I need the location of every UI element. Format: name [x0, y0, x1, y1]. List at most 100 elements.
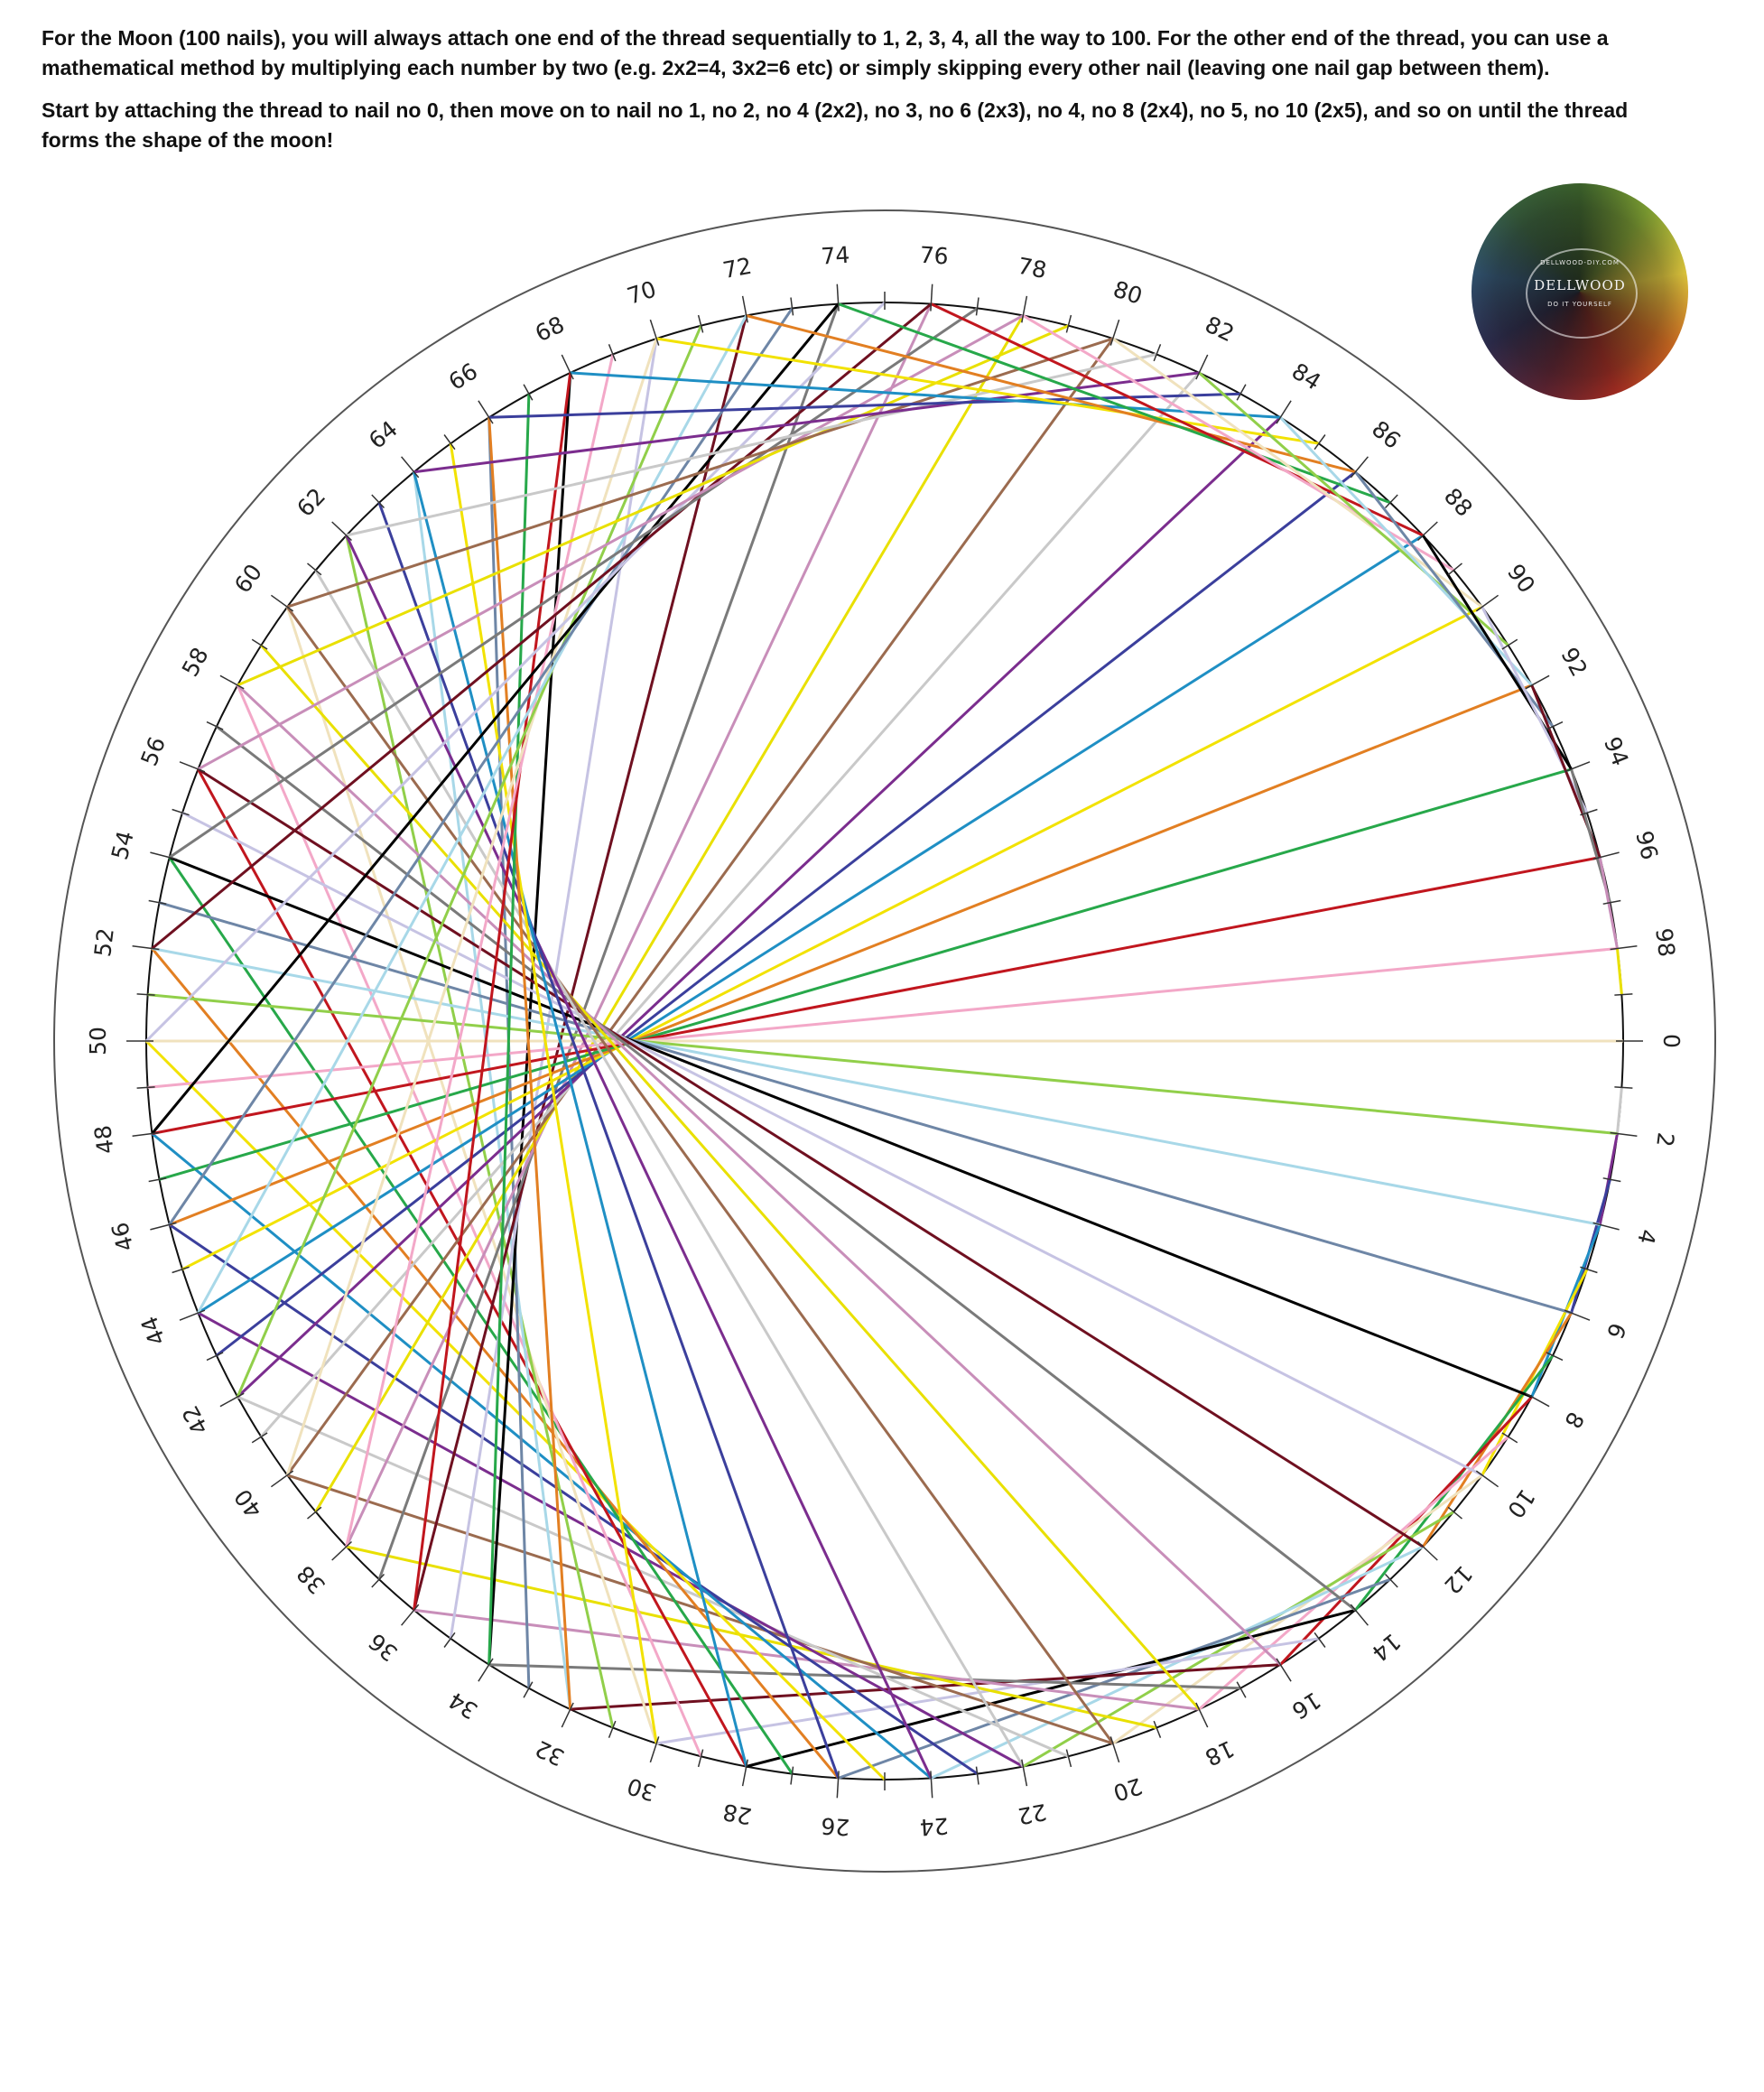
nail-tick-major: [179, 1309, 206, 1321]
thread-line: [570, 371, 1281, 419]
nail-tick-major: [1195, 1702, 1209, 1728]
nail-tick-minor: [206, 1352, 224, 1362]
nail-tick-minor: [697, 1749, 704, 1768]
instructions-text: For the Moon (100 nails), you will alway…: [42, 23, 1667, 168]
nail-tick-major: [1525, 674, 1550, 690]
nail-tick-minor: [1602, 1177, 1621, 1183]
nail-tick-minor: [1384, 494, 1398, 509]
thread-line: [1022, 314, 1455, 572]
nail-label: 78: [1016, 253, 1049, 284]
nail-label: 42: [177, 1401, 214, 1439]
nail-tick-minor: [1501, 1432, 1518, 1444]
nail-label: 90: [1502, 559, 1540, 598]
nail-tick-major: [649, 319, 660, 346]
thread-line: [1354, 470, 1555, 728]
nail-tick-major: [132, 944, 160, 951]
thread-line: [838, 1577, 1391, 1780]
nail-tick-major: [649, 1736, 660, 1763]
nail-label: 32: [531, 1735, 568, 1771]
thread-line: [487, 372, 572, 1665]
nail-tick-minor: [443, 434, 456, 451]
nail-tick-major: [1525, 1392, 1550, 1408]
thread-line: [487, 394, 531, 1665]
nail-tick-major: [561, 354, 574, 380]
thread-line: [197, 767, 1425, 1548]
nail-tick-major: [1109, 319, 1120, 346]
outer-ring: [53, 209, 1716, 1873]
nail-tick-minor: [1580, 808, 1598, 816]
nail-tick-major: [1109, 1736, 1120, 1763]
thread-line: [1198, 1436, 1509, 1711]
nail-label: 94: [1599, 733, 1634, 769]
thread-line: [151, 302, 840, 1135]
nail-tick-minor: [1065, 314, 1072, 333]
nail-label: 82: [1201, 311, 1238, 348]
nail-tick-major: [1195, 354, 1209, 380]
nail-tick-major: [741, 295, 748, 323]
nail-label: 66: [444, 358, 482, 395]
thread-line: [197, 534, 1425, 1315]
nail-label: 28: [720, 1799, 754, 1829]
thread-line: [168, 307, 794, 1226]
thread-line: [413, 1608, 1200, 1711]
nail-label: 80: [1110, 275, 1146, 309]
thread-line: [413, 371, 1200, 474]
thread-line: [285, 606, 1115, 1744]
thread-layer: [144, 301, 1623, 1781]
thread-line: [197, 1311, 1025, 1768]
logo-name: DELLWOOD: [1534, 277, 1626, 293]
thread-line: [1422, 1312, 1573, 1548]
nail-tick-major: [150, 1222, 177, 1231]
nail-tick-major: [1592, 1222, 1620, 1231]
nail-tick-major: [270, 594, 294, 612]
nail-label: 68: [531, 311, 568, 348]
nail-tick-minor: [608, 344, 617, 362]
thread-line: [1198, 371, 1509, 646]
nail-label: 84: [1287, 358, 1325, 395]
thread-line: [147, 947, 1618, 1089]
nail-label: 6: [1602, 1319, 1631, 1342]
nail-label: 0: [1658, 1034, 1685, 1048]
nail-label: 96: [1630, 828, 1663, 862]
nail-tick-minor: [1546, 1352, 1564, 1362]
nail-tick-major: [1350, 1604, 1369, 1626]
nail-tick-minor: [172, 808, 190, 816]
nail-label: 72: [720, 253, 754, 284]
nail-tick-major: [1475, 1470, 1499, 1488]
nail-tick-minor: [307, 563, 322, 576]
thread-line: [345, 535, 615, 1728]
nail-tick-minor: [1447, 563, 1462, 576]
thread-line: [159, 901, 1573, 1315]
thread-line: [151, 1132, 933, 1780]
nail-label: 4: [1632, 1226, 1661, 1247]
nail-label: 34: [444, 1687, 482, 1725]
thread-line: [1616, 948, 1623, 995]
thread-line: [1111, 1474, 1483, 1745]
nail-tick-minor: [136, 993, 155, 996]
nail-tick-minor: [1314, 1632, 1326, 1648]
thread-line: [236, 684, 702, 1757]
thread-line: [488, 1663, 1241, 1690]
thread-line: [260, 371, 1201, 1438]
nail-tick-major: [930, 284, 933, 311]
thread-line: [746, 314, 1356, 474]
nail-label: 98: [1650, 926, 1680, 958]
nail-tick-major: [836, 1771, 840, 1799]
nail-tick-minor: [307, 1506, 322, 1520]
dellwood-logo: DELLWOOD-DIY.COM DELLWOOD DO IT YOURSELF: [1472, 183, 1688, 400]
nail-tick-major: [1021, 1759, 1028, 1787]
thread-line: [168, 307, 979, 859]
nail-tick-major: [1416, 521, 1438, 542]
thread-line: [345, 302, 933, 1548]
thread-line: [449, 442, 658, 1744]
nail-tick-minor: [1236, 384, 1247, 401]
nail-tick-major: [1416, 1540, 1438, 1561]
thread-line: [237, 1395, 1069, 1758]
thread-line: [838, 302, 1391, 505]
nail-tick-minor: [608, 1720, 617, 1738]
thread-line: [152, 856, 1601, 1135]
nail-tick-minor: [523, 384, 534, 401]
nail-tick-minor: [251, 638, 268, 650]
nail-label: 62: [292, 483, 330, 522]
thread-line: [930, 302, 1424, 537]
